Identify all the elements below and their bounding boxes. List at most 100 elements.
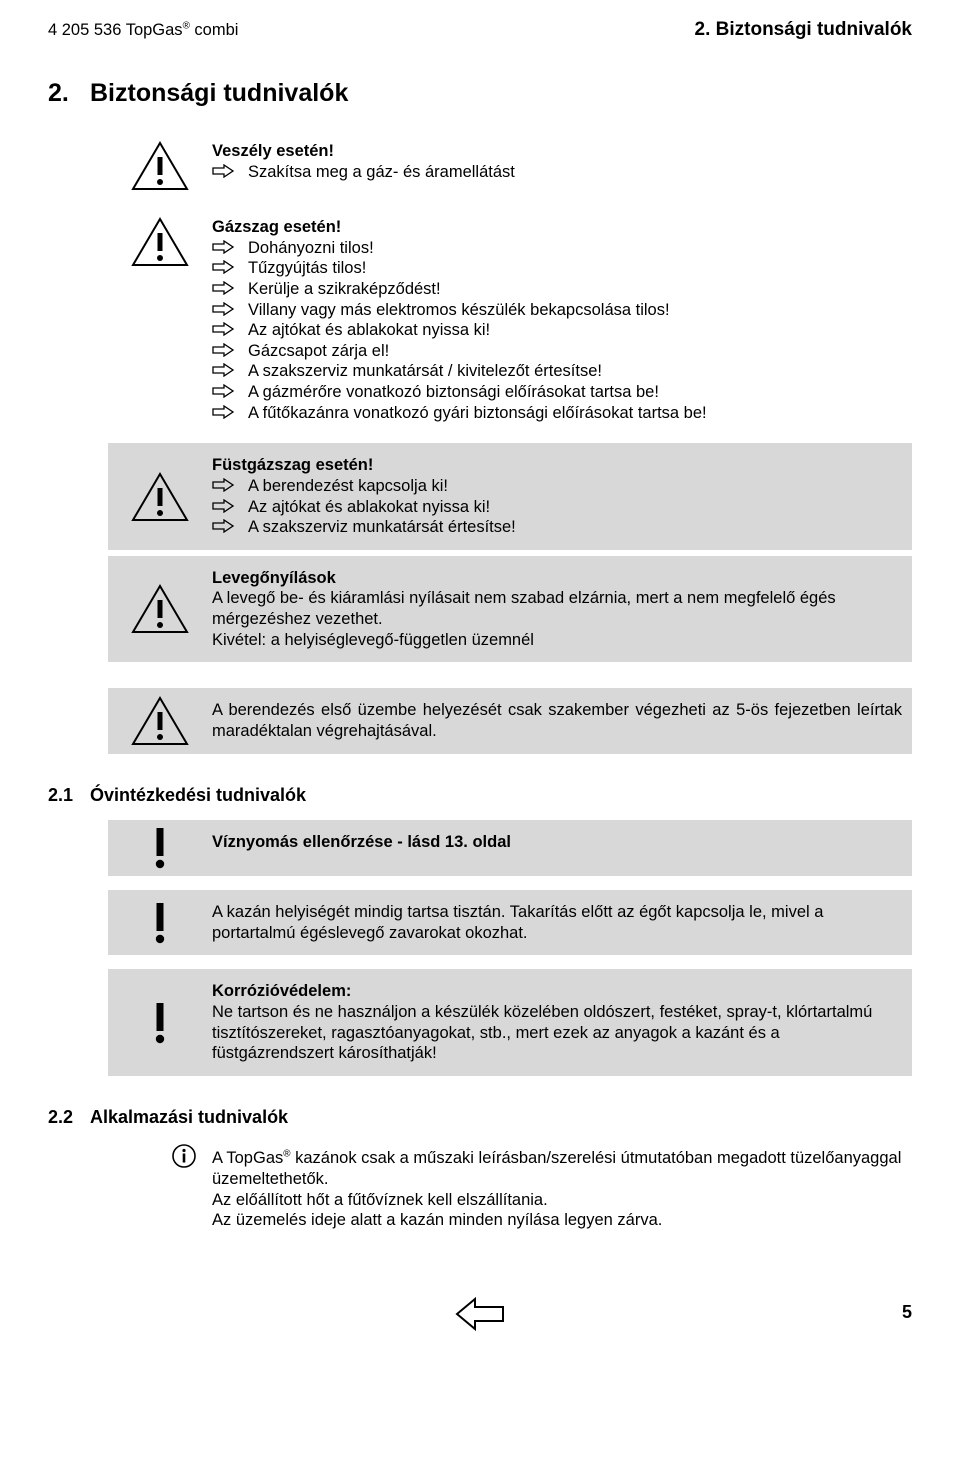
arrow-right-icon [212, 260, 234, 274]
info-block: A TopGas® kazánok csak a műszaki leírásb… [108, 1142, 912, 1237]
block-title: Füstgázszag esetén! [212, 455, 902, 476]
warning-content: A berendezés első üzembe helyezését csak… [212, 688, 912, 753]
arrow-item: Villany vagy más elektromos készülék bek… [212, 300, 902, 321]
arrow-item-text: Gázcsapot zárja el! [248, 341, 902, 362]
warning-icon-col [108, 211, 212, 429]
precaution-block-1: Víznyomás ellenőrzése - lásd 13. oldal [108, 820, 912, 876]
body-line: A levegő be- és kiáramlási nyílásait nem… [212, 588, 902, 629]
arrow-item-text: Dohányozni tilos! [248, 238, 902, 259]
info-icon-col [108, 1142, 212, 1237]
attention-icon [151, 901, 169, 945]
sub-num: 2.1 [48, 784, 90, 807]
arrow-item: Szakítsa meg a gáz- és áramellátást [212, 162, 902, 183]
arrow-item: Kerülje a szikraképződést! [212, 279, 902, 300]
arrow-right-icon [212, 343, 234, 357]
precaution-block-3: Korrózióvédelem: Ne tartson és ne haszná… [108, 969, 912, 1076]
warning-triangle-icon [131, 696, 189, 746]
body-line: Az előállított hőt a fűtővíznek kell els… [212, 1190, 902, 1211]
sub-text: Óvintézkedési tudnivalók [90, 785, 306, 805]
arrow-list: A berendezést kapcsolja ki!Az ajtókat és… [212, 476, 902, 538]
section-title: 2.Biztonsági tudnivalók [48, 78, 912, 109]
arrow-item: Az ajtókat és ablakokat nyissa ki! [212, 497, 902, 518]
body-line: Víznyomás ellenőrzése - lásd 13. oldal [212, 832, 902, 853]
arrow-right-icon [212, 302, 234, 316]
precaution-block-2: A kazán helyiségét mindig tartsa tisztán… [108, 890, 912, 955]
arrow-item: A fűtőkazánra vonatkozó gyári biztonsági… [212, 403, 902, 424]
txt: A TopGas [212, 1149, 283, 1167]
block-title: Gázszag esetén! [212, 217, 902, 238]
reg: ® [283, 1149, 290, 1160]
body-line: A kazán helyiségét mindig tartsa tisztán… [212, 902, 902, 943]
arrow-right-icon [212, 519, 234, 533]
arrow-item: A szakszerviz munkatársát értesítse! [212, 517, 902, 538]
warning-triangle-icon [131, 141, 189, 191]
arrow-right-icon [212, 405, 234, 419]
warning-block-4: Levegőnyílások A levegő be- és kiáramlás… [108, 556, 912, 663]
attention-icon-col [108, 969, 212, 1076]
body-line: Kivétel: a helyiséglevegő-független üzem… [212, 630, 902, 651]
arrow-right-icon [212, 363, 234, 377]
attention-icon [151, 826, 169, 870]
arrow-item-text: Tűzgyújtás tilos! [248, 258, 902, 279]
arrow-right-icon [212, 478, 234, 492]
arrow-right-icon [212, 281, 234, 295]
warning-block-1: Veszély esetén! Szakítsa meg a gáz- és á… [108, 135, 912, 197]
txt: kazánok csak a műszaki leírásban/szerelé… [212, 1149, 901, 1188]
arrow-item-text: A berendezést kapcsolja ki! [248, 476, 902, 497]
arrow-right-icon [212, 164, 234, 178]
arrow-right-icon [212, 499, 234, 513]
arrow-item: Tűzgyújtás tilos! [212, 258, 902, 279]
arrow-right-icon [212, 322, 234, 336]
header-right: 2. Biztonsági tudnivalók [695, 18, 912, 42]
arrow-item: Dohányozni tilos! [212, 238, 902, 259]
sub-text: Alkalmazási tudnivalók [90, 1107, 288, 1127]
block-title: Veszély esetén! [212, 141, 902, 162]
header-left: 4 205 536 TopGas® combi [48, 20, 238, 41]
arrow-right-icon [212, 240, 234, 254]
header-left-suffix: combi [190, 21, 239, 39]
precaution-content: A kazán helyiségét mindig tartsa tisztán… [212, 890, 912, 955]
arrow-list: Dohányozni tilos!Tűzgyújtás tilos!Kerülj… [212, 238, 902, 424]
section-num: 2. [48, 78, 90, 109]
arrow-item-text: Az ajtókat és ablakokat nyissa ki! [248, 497, 902, 518]
arrow-item: A gázmérőre vonatkozó biztonsági előírás… [212, 382, 902, 403]
arrow-item-text: A szakszerviz munkatársát értesítse! [248, 517, 902, 538]
warning-triangle-icon [131, 584, 189, 634]
warning-block-3: Füstgázszag esetén! A berendezést kapcso… [108, 443, 912, 550]
arrow-item-text: Szakítsa meg a gáz- és áramellátást [248, 162, 902, 183]
arrow-item-text: A szakszerviz munkatársát / kivitelezőt … [248, 361, 902, 382]
arrow-item-text: Az ajtókat és ablakokat nyissa ki! [248, 320, 902, 341]
info-content: A TopGas® kazánok csak a műszaki leírásb… [212, 1142, 912, 1237]
header-reg: ® [183, 21, 190, 32]
warning-content: Veszély esetén! Szakítsa meg a gáz- és á… [212, 135, 912, 197]
body-line: Ne tartson és ne használjon a készülék k… [212, 1002, 902, 1064]
attention-icon [151, 1001, 169, 1045]
warning-triangle-icon [131, 217, 189, 267]
info-icon [172, 1144, 196, 1168]
body-line: Az üzemelés ideje alatt a kazán minden n… [212, 1210, 902, 1231]
warning-triangle-icon [131, 472, 189, 522]
precaution-content: Víznyomás ellenőrzése - lásd 13. oldal [212, 820, 912, 876]
warning-icon-col [108, 688, 212, 753]
warning-content: Gázszag esetén! Dohányozni tilos!Tűzgyúj… [212, 211, 912, 429]
arrow-list: Szakítsa meg a gáz- és áramellátást [212, 162, 902, 183]
subsection-2-1: 2.1Óvintézkedési tudnivalók [48, 784, 912, 807]
attention-icon-col [108, 820, 212, 876]
warning-icon-col [108, 135, 212, 197]
subsection-2-2: 2.2Alkalmazási tudnivalók [48, 1106, 912, 1129]
block-title: Levegőnyílások [212, 568, 902, 589]
body-line: A TopGas® kazánok csak a műszaki leírásb… [212, 1148, 902, 1189]
arrow-item-text: Villany vagy más elektromos készülék bek… [248, 300, 902, 321]
arrow-item: A szakszerviz munkatársát / kivitelezőt … [212, 361, 902, 382]
attention-icon-col [108, 890, 212, 955]
warning-content: Füstgázszag esetén! A berendezést kapcso… [212, 443, 912, 550]
sub-num: 2.2 [48, 1106, 90, 1129]
warning-icon-col [108, 443, 212, 550]
arrow-item: A berendezést kapcsolja ki! [212, 476, 902, 497]
warning-block-2: Gázszag esetén! Dohányozni tilos!Tűzgyúj… [108, 211, 912, 429]
section-text: Biztonsági tudnivalók [90, 79, 348, 107]
warning-icon-col [108, 556, 212, 663]
arrow-item-text: A fűtőkazánra vonatkozó gyári biztonsági… [248, 403, 902, 424]
warning-block-5: A berendezés első üzembe helyezését csak… [108, 688, 912, 753]
block-title: Korrózióvédelem: [212, 981, 902, 1002]
